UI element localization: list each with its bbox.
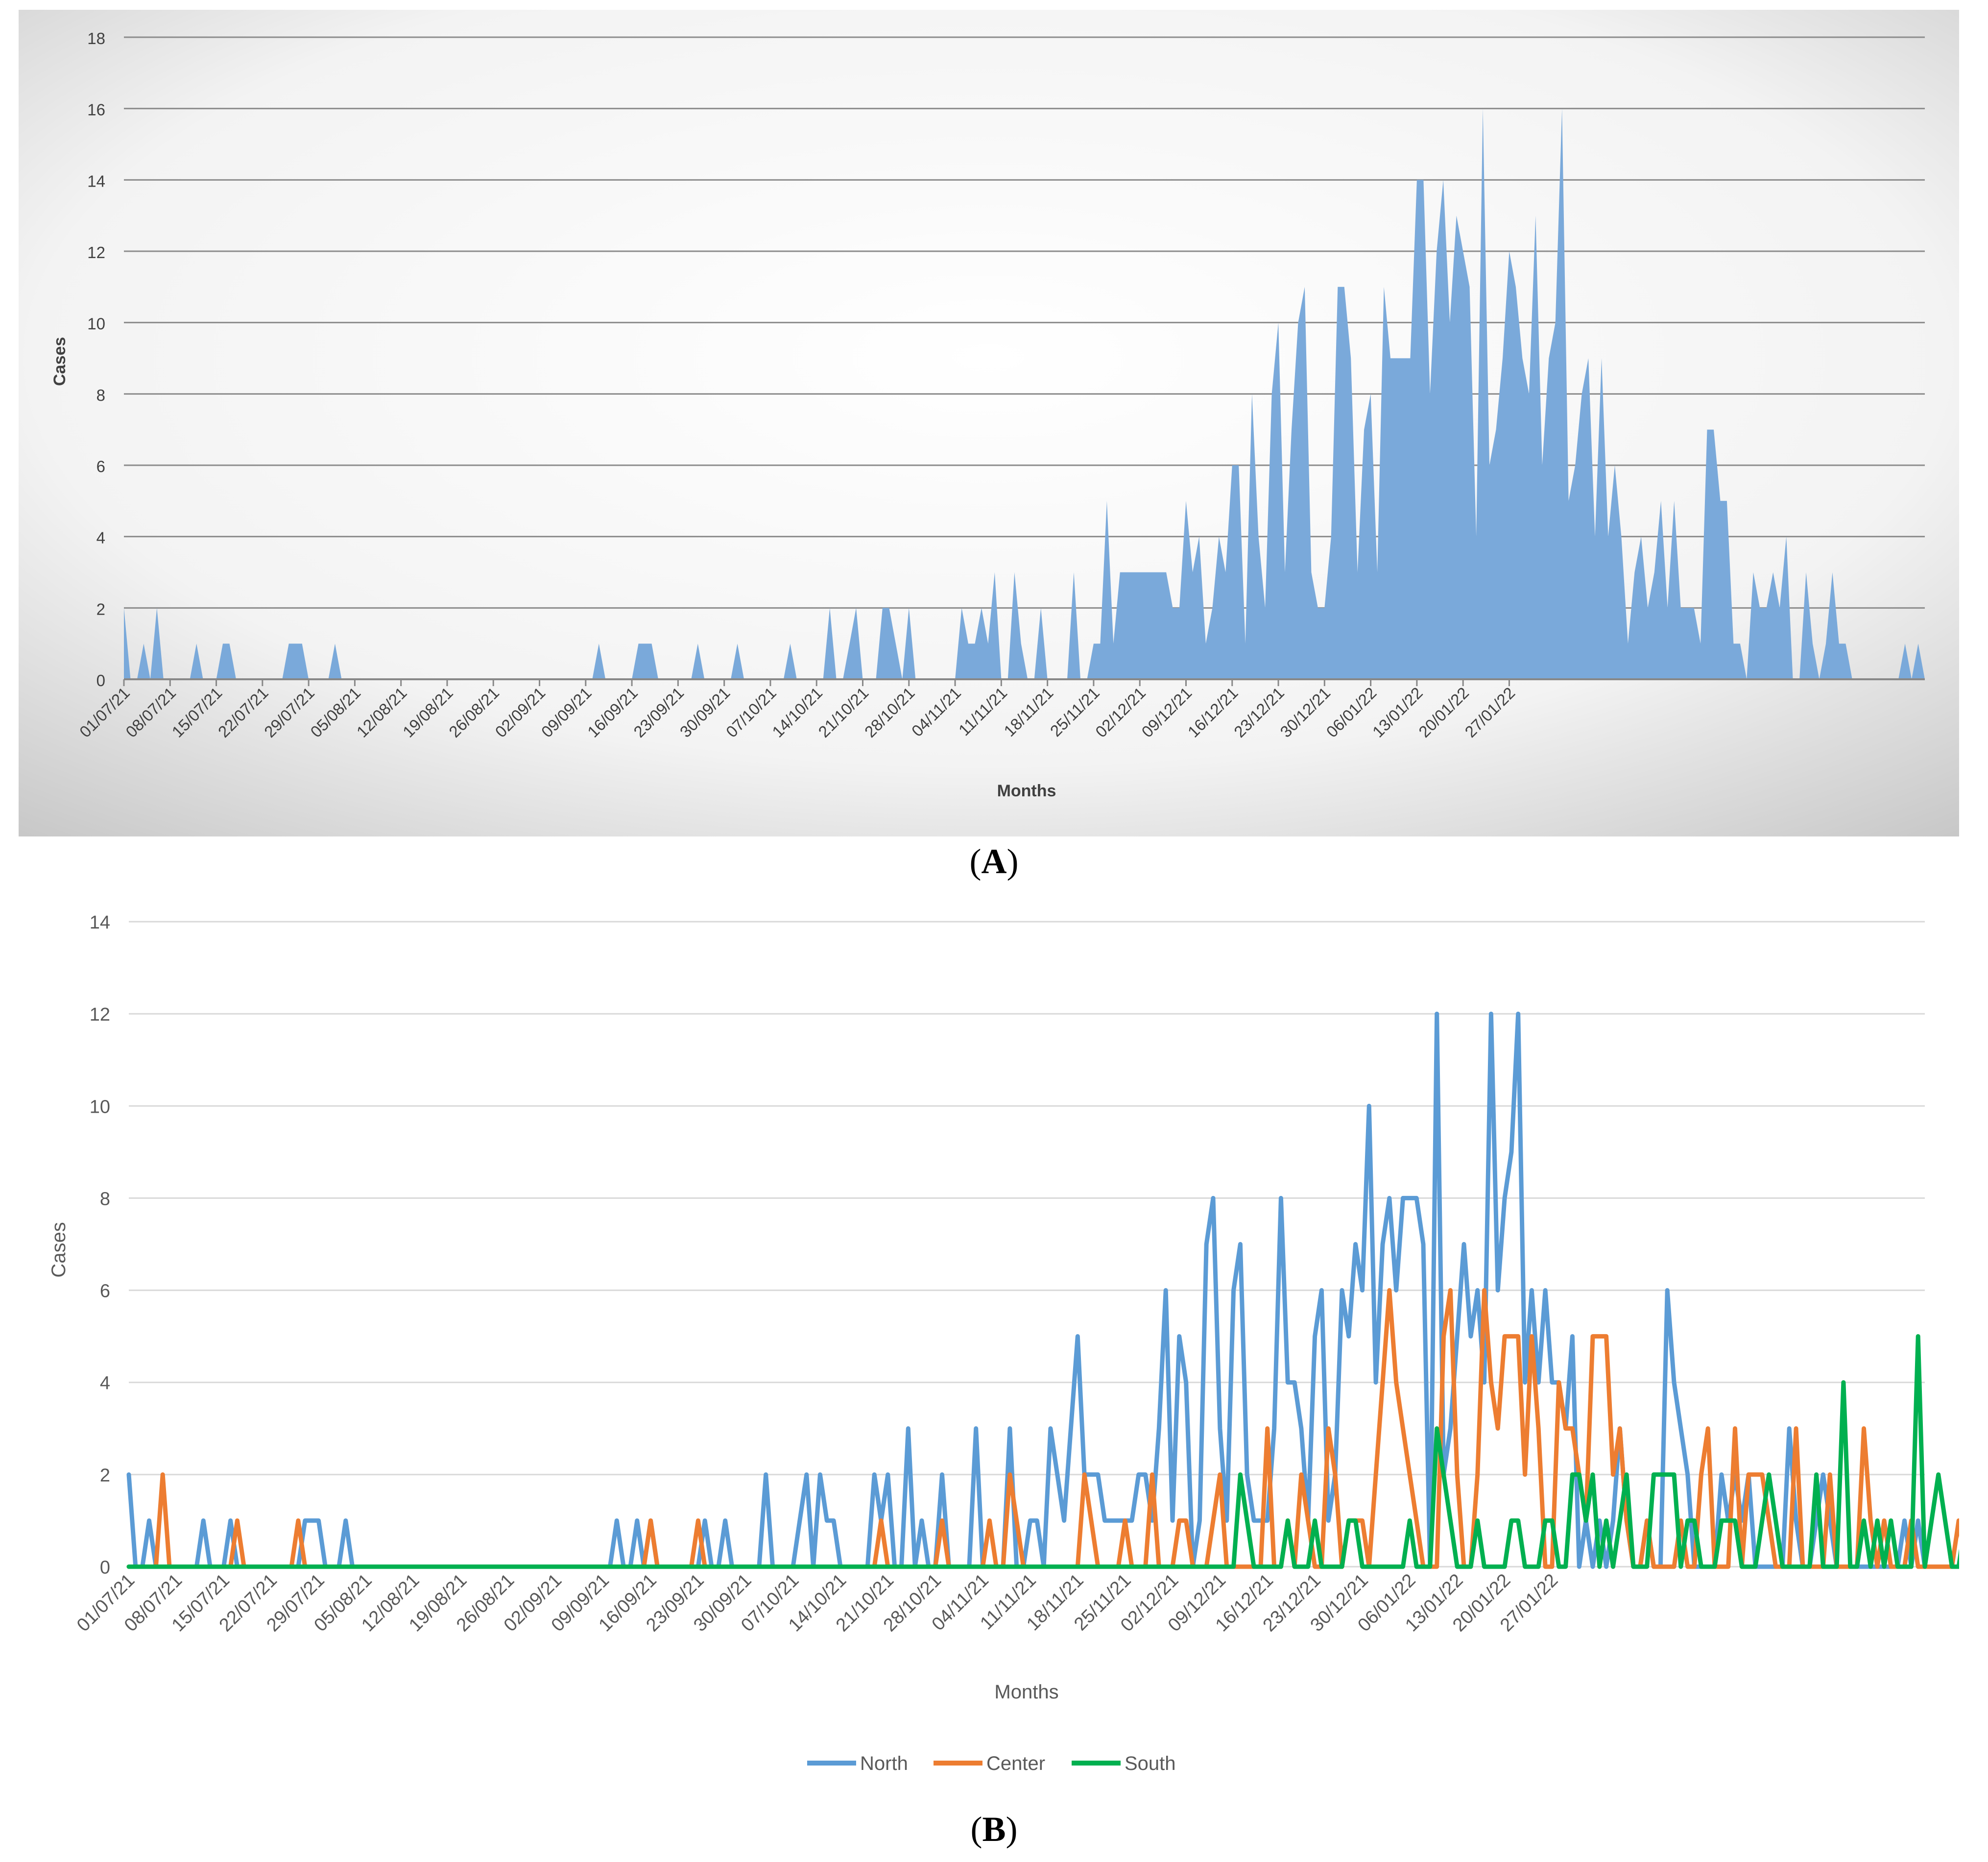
chart-b-gridlines: [129, 921, 1925, 1476]
panel-b-letter: B: [982, 1810, 1006, 1849]
panel-a-letter: A: [981, 842, 1007, 881]
chart-a-background: [19, 10, 1959, 836]
legend-label-south: South: [1125, 1753, 1176, 1774]
y-tick-label: 0: [96, 671, 105, 690]
y-tick-label: 10: [90, 1097, 110, 1117]
panel-a-close-paren: ): [1006, 842, 1019, 881]
chart-b-y-axis-title: Cases: [48, 1222, 70, 1277]
chart-b-legend: North Center South: [807, 1753, 1176, 1774]
y-tick-label: 10: [87, 315, 105, 333]
chart-b-x-axis-title: Months: [994, 1681, 1058, 1703]
chart-b-y-tick-labels: 0 2 4 6 8 10 12 14: [90, 912, 110, 1578]
y-tick-label: 12: [90, 1004, 110, 1025]
chart-a-area-series: [124, 108, 1925, 680]
chart-b: 0 2 4 6 8 10 12 14 01/07/2108/07/2115/07/2122/0…: [48, 912, 1959, 1774]
panel-a-open-paren: (: [969, 842, 982, 881]
series-line-south: [126, 1334, 1959, 1569]
legend-label-north: North: [860, 1753, 908, 1774]
y-tick-label: 6: [100, 1281, 110, 1302]
chart-a-y-axis-title: Cases: [50, 337, 69, 386]
chart-a-y-tick-labels: 0 2 4 6 8 10 12 14 16 18: [87, 29, 105, 690]
chart-a-gridlines: [124, 36, 1925, 609]
y-tick-label: 0: [100, 1557, 110, 1578]
chart-b-x-tick-labels: 01/07/2108/07/2115/07/2122/07/2129/07/21…: [73, 1570, 1562, 1636]
chart-a-x-axis-title: Months: [997, 782, 1056, 800]
y-tick-label: 14: [87, 172, 105, 190]
panel-b-caption: (B): [0, 1809, 1988, 1850]
panel-a-caption: (A): [0, 841, 1988, 882]
y-tick-label: 6: [96, 457, 105, 476]
y-tick-label: 8: [100, 1189, 110, 1209]
y-tick-label: 4: [100, 1373, 110, 1394]
y-tick-label: 2: [96, 600, 105, 618]
legend-label-center: Center: [986, 1753, 1045, 1774]
y-tick-label: 2: [100, 1465, 110, 1486]
y-tick-label: 14: [90, 912, 110, 933]
y-tick-label: 4: [96, 529, 105, 547]
y-tick-label: 18: [87, 29, 105, 48]
y-tick-label: 8: [96, 386, 105, 404]
y-tick-label: 16: [87, 101, 105, 119]
panel-b-close-paren: ): [1006, 1810, 1018, 1849]
y-tick-label: 12: [87, 243, 105, 262]
panel-b-open-paren: (: [970, 1810, 982, 1849]
chart-b-series-lines: [126, 1011, 1959, 1569]
